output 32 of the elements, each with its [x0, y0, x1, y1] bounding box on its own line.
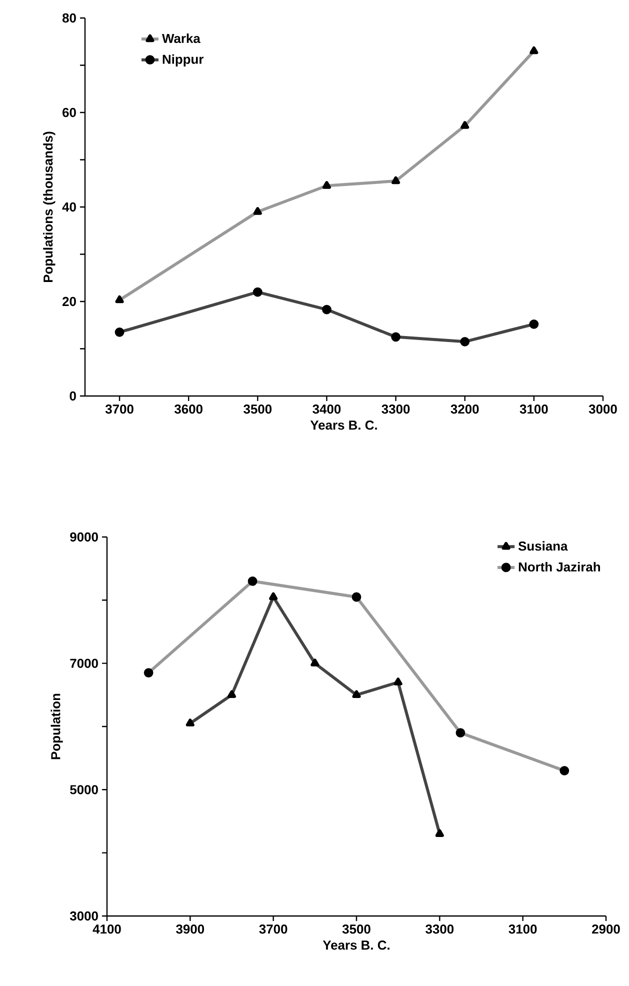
y-tick-label: 3000 [70, 911, 98, 921]
legend-label: Warka [162, 34, 200, 44]
x-axis-title: Years B. C. [310, 420, 377, 430]
x-tick-label: 3400 [312, 404, 341, 414]
y-tick-label: 9000 [70, 532, 98, 542]
y-axis-title: Populations (thousands) [43, 132, 56, 282]
x-tick-label: 3000 [588, 404, 617, 414]
y-tick-label: 60 [62, 108, 76, 118]
x-tick-label: 3100 [508, 924, 537, 934]
y-axis-title: Population [50, 694, 63, 760]
y-tick-label: 20 [62, 296, 76, 306]
y-tick-label: 40 [62, 202, 76, 212]
legend-label: North Jazirah [518, 562, 600, 572]
x-tick-label: 3700 [105, 404, 134, 414]
y-tick-label: 5000 [70, 785, 98, 794]
x-tick-label: 3300 [382, 404, 410, 414]
x-tick-label: 3600 [174, 404, 202, 414]
x-tick-label: 3500 [244, 404, 272, 414]
x-tick-label: 3200 [450, 404, 479, 414]
legend-label: Susiana [518, 541, 568, 551]
x-tick-label: 2900 [592, 924, 620, 934]
y-tick-label: 7000 [70, 658, 98, 668]
y-tick-label: 0 [70, 391, 76, 401]
legend-label: Nippur [162, 54, 204, 66]
x-tick-label: 3700 [259, 924, 288, 934]
x-tick-label: 4100 [92, 924, 121, 934]
x-axis-title: Years B. C. [322, 940, 390, 950]
x-tick-label: 3900 [176, 924, 204, 934]
x-tick-label: 3500 [342, 924, 370, 934]
x-tick-label: 3100 [520, 404, 548, 414]
x-tick-label: 3300 [426, 924, 454, 934]
y-tick-label: 80 [62, 13, 76, 23]
